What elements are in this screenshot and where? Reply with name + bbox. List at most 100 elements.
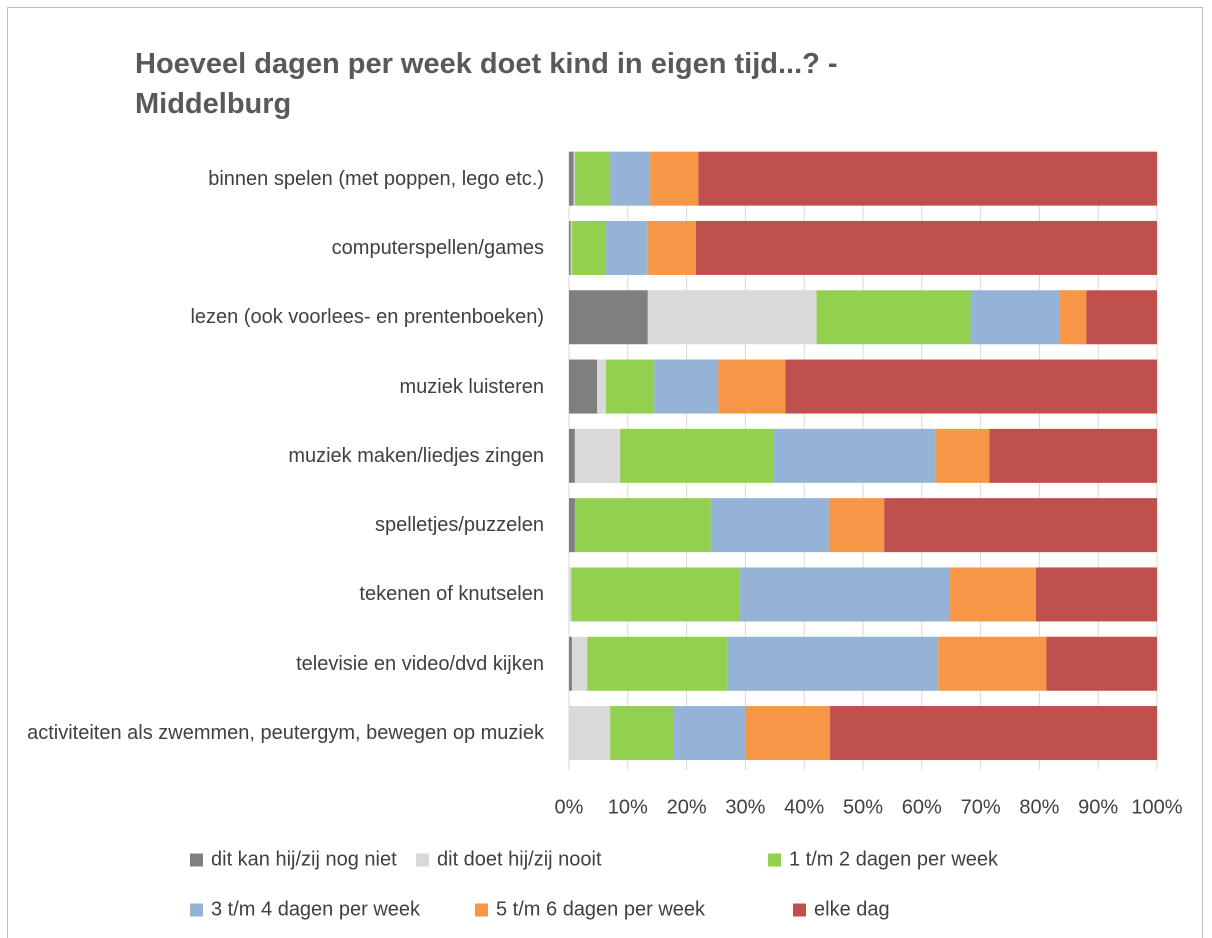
bar-segment xyxy=(950,567,1036,622)
category-text: activiteiten als zwemmen, peutergym, bew… xyxy=(27,722,544,745)
bar-segment xyxy=(650,151,699,206)
x-tick-label: 100% xyxy=(1131,796,1182,818)
legend-swatch xyxy=(475,903,488,917)
bar-segment xyxy=(569,706,611,761)
category-label: binnen spelen (met poppen, lego etc.) xyxy=(0,164,544,194)
bar-segment xyxy=(1086,290,1157,345)
chart-title: Hoeveel dagen per week doet kind in eige… xyxy=(135,48,838,120)
x-tick-label: 10% xyxy=(608,796,648,818)
legend-label: dit doet hij/zij nooit xyxy=(437,848,602,871)
bar-segment xyxy=(696,220,1157,275)
bar-segment xyxy=(620,428,774,483)
legend-item: 1 t/m 2 dagen per week xyxy=(768,849,998,872)
bar-segment xyxy=(569,636,572,691)
category-text: computerspellen/games xyxy=(331,236,544,259)
bar-segment xyxy=(574,498,711,553)
bar-segment xyxy=(574,428,621,483)
category-text: binnen spelen (met poppen, lego etc.) xyxy=(208,167,544,190)
category-text: muziek maken/liedjes zingen xyxy=(288,444,544,467)
x-tick-label: 80% xyxy=(1019,796,1059,818)
bar-segment xyxy=(569,498,575,553)
bar-segment xyxy=(710,498,829,553)
x-tick-label: 60% xyxy=(902,796,942,818)
bar-segment xyxy=(654,359,719,414)
bar-segment xyxy=(970,290,1060,345)
legend-label: 1 t/m 2 dagen per week xyxy=(789,848,999,871)
bar-segment xyxy=(569,428,575,483)
bar-segment xyxy=(569,359,598,414)
bar-segment xyxy=(587,636,728,691)
bar-segment xyxy=(647,220,697,275)
bar-segment xyxy=(816,290,971,345)
category-label: spelletjes/puzzelen xyxy=(0,510,544,540)
bar-segment xyxy=(574,151,611,206)
category-label: televisie en video/dvd kijken xyxy=(0,649,544,679)
legend-swatch xyxy=(768,853,781,867)
bar-segment xyxy=(569,220,571,275)
bar-segment xyxy=(569,567,572,622)
x-tick-label: 90% xyxy=(1078,796,1118,818)
legend-item: dit doet hij/zij nooit xyxy=(416,849,602,872)
category-label: muziek maken/liedjes zingen xyxy=(0,441,544,471)
legend-label: elke dag xyxy=(814,898,890,921)
bar-segment xyxy=(569,151,574,206)
legend-swatch xyxy=(793,903,806,917)
category-text: muziek luisteren xyxy=(399,375,544,398)
bar-segment xyxy=(1046,636,1157,691)
bar-segment xyxy=(1035,567,1157,622)
bar-segment xyxy=(1059,290,1087,345)
legend-item: dit kan hij/zij nog niet xyxy=(190,849,397,872)
x-tick-label: 20% xyxy=(667,796,707,818)
bar-segment xyxy=(610,151,651,206)
bar-segment xyxy=(828,498,885,553)
legend-swatch xyxy=(190,903,203,917)
category-text: tekenen of knutselen xyxy=(359,583,544,606)
category-label: computerspellen/games xyxy=(0,233,544,263)
bar-segment xyxy=(597,359,607,414)
category-text: spelletjes/puzzelen xyxy=(375,514,544,537)
legend-item: 5 t/m 6 dagen per week xyxy=(475,899,705,922)
bar-segment xyxy=(569,290,648,345)
bar-segment xyxy=(718,359,786,414)
x-tick-label: 0% xyxy=(555,796,584,818)
bar-segment xyxy=(647,290,817,345)
bar-segment xyxy=(785,359,1157,414)
bar-segment xyxy=(727,636,939,691)
legend-label: 3 t/m 4 dagen per week xyxy=(211,898,421,921)
x-tick-label: 40% xyxy=(784,796,824,818)
bar-segment xyxy=(745,706,831,761)
x-tick-label: 50% xyxy=(843,796,883,818)
legend-swatch xyxy=(416,853,429,867)
bar-segment xyxy=(573,151,575,206)
chart-frame xyxy=(7,7,1203,938)
legend-label: dit kan hij/zij nog niet xyxy=(211,848,397,871)
bar-segment xyxy=(606,220,648,275)
category-text: televisie en video/dvd kijken xyxy=(296,652,544,675)
x-tick-label: 30% xyxy=(725,796,765,818)
category-label: activiteiten als zwemmen, peutergym, bew… xyxy=(0,718,544,748)
bar-segment xyxy=(570,220,572,275)
category-label: tekenen of knutselen xyxy=(0,579,544,609)
bar-segment xyxy=(571,636,588,691)
bar-segment xyxy=(989,428,1157,483)
legend-item: 3 t/m 4 dagen per week xyxy=(190,899,420,922)
bar-segment xyxy=(884,498,1157,553)
category-label: lezen (ook voorlees- en prentenboeken) xyxy=(0,302,544,332)
bar-segment xyxy=(673,706,746,761)
category-text: lezen (ook voorlees- en prentenboeken) xyxy=(190,306,544,329)
bar-segment xyxy=(571,220,607,275)
bar-segment xyxy=(571,567,741,622)
bar-segment xyxy=(773,428,936,483)
bar-segment xyxy=(938,636,1047,691)
bar-segment xyxy=(610,706,674,761)
legend-item: elke dag xyxy=(793,899,890,922)
bar-segment xyxy=(698,151,1157,206)
legend-label: 5 t/m 6 dagen per week xyxy=(496,898,706,921)
bar-segment xyxy=(606,359,655,414)
category-label: muziek luisteren xyxy=(0,372,544,402)
legend-swatch xyxy=(190,853,203,867)
bar-segment xyxy=(830,706,1157,761)
bar-segment xyxy=(935,428,990,483)
